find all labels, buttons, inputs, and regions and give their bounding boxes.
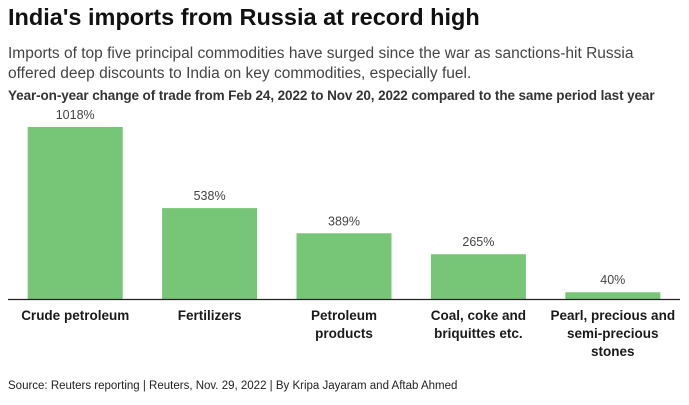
value-label-3: 265% xyxy=(462,235,494,249)
category-label-4: Pearl, precious and semi-precious stones xyxy=(551,308,676,359)
value-label-1: 538% xyxy=(194,189,226,203)
bar-2 xyxy=(296,233,392,299)
chart-title: India's imports from Russia at record hi… xyxy=(8,4,480,30)
source-note: Source: Reuters reporting | Reuters, Nov… xyxy=(8,380,458,392)
category-label-2: Petroleum products xyxy=(311,308,377,341)
bars-group xyxy=(27,127,661,299)
bar-1 xyxy=(162,208,258,299)
chart-subtitle: Imports of top five principal commoditie… xyxy=(8,45,634,82)
category-label-1: Fertilizers xyxy=(178,308,242,323)
labels-group: 1018% Crude petroleum 538% Fertilizers 389% P… xyxy=(21,108,675,359)
value-label-4: 40% xyxy=(600,273,625,287)
bar-3 xyxy=(430,254,526,299)
chart-heading: Year-on-year change of trade from Feb 24… xyxy=(8,88,655,103)
category-label-3: Coal, coke and briquittes etc. xyxy=(431,308,526,341)
value-label-2: 389% xyxy=(328,214,360,228)
category-label-0: Crude petroleum xyxy=(21,308,129,323)
value-label-0: 1018% xyxy=(56,108,95,122)
bar-4 xyxy=(565,292,661,299)
bar-0 xyxy=(27,127,123,299)
